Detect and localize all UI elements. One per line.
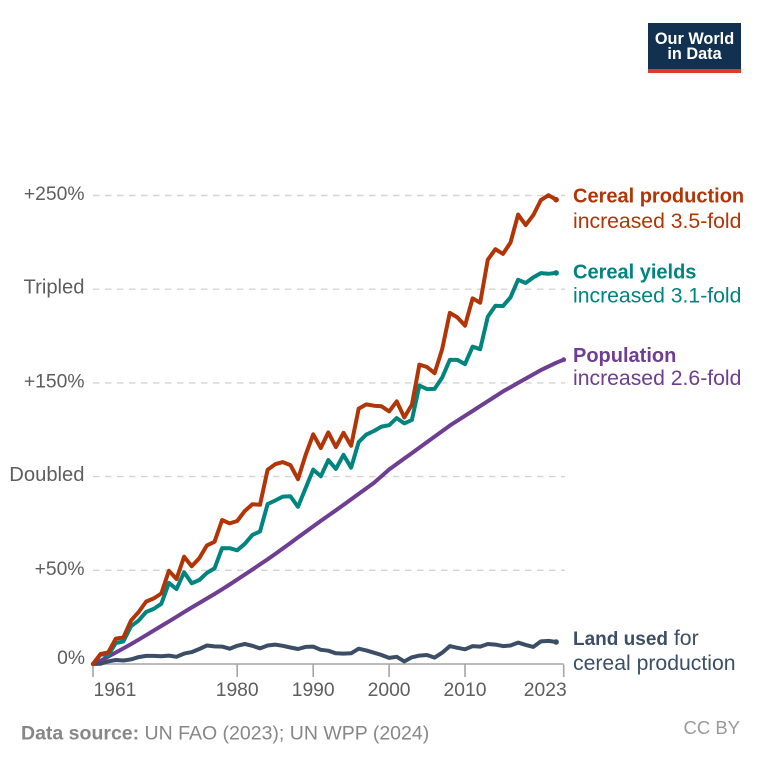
svg-text:cereal production: cereal production xyxy=(573,652,736,675)
svg-text:increased 3.1-fold: increased 3.1-fold xyxy=(573,285,741,308)
svg-text:increased 2.6-fold: increased 2.6-fold xyxy=(573,367,741,390)
svg-text:Cereal production: Cereal production xyxy=(573,186,744,208)
svg-text:+150%: +150% xyxy=(24,371,85,392)
svg-text:0%: 0% xyxy=(57,648,85,669)
svg-text:1990: 1990 xyxy=(292,680,335,701)
svg-text:Cereal yields: Cereal yields xyxy=(573,262,696,284)
svg-text:increased 3.5-fold: increased 3.5-fold xyxy=(573,210,741,233)
svg-text:2023: 2023 xyxy=(524,680,567,701)
svg-text:Data source: UN FAO (2023); UN: Data source: UN FAO (2023); UN WPP (2024… xyxy=(21,723,429,745)
svg-text:Land used for: Land used for xyxy=(573,627,699,650)
svg-text:Doubled: Doubled xyxy=(9,464,84,486)
svg-text:2010: 2010 xyxy=(444,680,487,701)
svg-text:Population: Population xyxy=(573,345,676,367)
svg-text:Tripled: Tripled xyxy=(24,277,85,299)
svg-text:+50%: +50% xyxy=(35,559,85,580)
svg-text:2000: 2000 xyxy=(368,680,411,701)
svg-text:1980: 1980 xyxy=(216,680,259,701)
svg-text:+250%: +250% xyxy=(24,184,85,205)
svg-text:CC BY: CC BY xyxy=(683,717,740,738)
svg-text:1961: 1961 xyxy=(94,680,137,701)
